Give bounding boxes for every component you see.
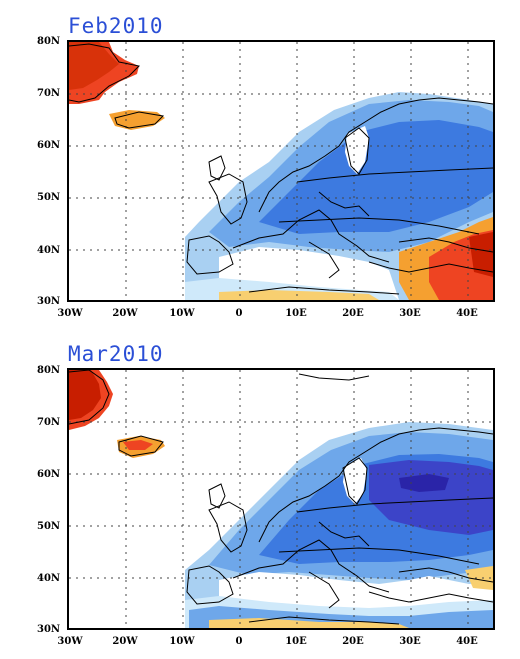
lat-label-60n: 60N — [37, 469, 61, 480]
iceland-warm-core — [123, 440, 153, 450]
scandinavia-neutral — [343, 458, 367, 504]
scandinavia-neutral — [345, 126, 369, 174]
graticule — [69, 42, 493, 300]
lon-label-20w: 20W — [112, 636, 138, 647]
russia-darkest-blue — [399, 474, 449, 492]
north-africa-warm — [219, 290, 379, 300]
lat-label-70n: 70N — [37, 88, 61, 99]
lat-label-50n: 50N — [37, 521, 61, 532]
lon-label-40e: 40E — [456, 308, 478, 319]
anomaly-map-feb — [69, 42, 493, 300]
lat-label-30n: 30N — [37, 296, 61, 307]
lon-label-20e: 20E — [342, 308, 364, 319]
lon-label-30w: 30W — [57, 636, 83, 647]
lon-label-30e: 30E — [399, 636, 421, 647]
lat-label-40n: 40N — [37, 245, 61, 256]
lon-label-10w: 10W — [169, 308, 195, 319]
map-feb2010 — [67, 40, 495, 302]
greenland-warm-core — [69, 370, 101, 420]
lat-label-80n: 80N — [37, 365, 61, 376]
lat-label-80n: 80N — [37, 36, 61, 47]
map-mar2010 — [67, 368, 495, 630]
europe-mid-blue — [259, 120, 493, 234]
middle-east-warm — [465, 566, 493, 590]
lat-label-30n: 30N — [37, 624, 61, 635]
lon-label-0: 0 — [235, 636, 243, 647]
lon-label-10w: 10W — [169, 636, 195, 647]
lat-label-40n: 40N — [37, 573, 61, 584]
coastlines — [69, 43, 493, 295]
anomaly-map-mar — [69, 370, 493, 628]
coastlines — [69, 370, 493, 625]
lon-label-10e: 10E — [285, 308, 307, 319]
lon-label-10e: 10E — [285, 636, 307, 647]
lon-label-20e: 20E — [342, 636, 364, 647]
middle-east-core — [469, 232, 493, 277]
lat-label-60n: 60N — [37, 140, 61, 151]
lon-label-0: 0 — [235, 308, 243, 319]
graticule — [69, 370, 493, 628]
greenland-warm-core — [69, 42, 119, 90]
panel-title: Mar2010 — [68, 342, 164, 366]
lat-label-50n: 50N — [37, 192, 61, 203]
lon-label-40e: 40E — [456, 636, 478, 647]
lon-label-30w: 30W — [57, 308, 83, 319]
lon-label-30e: 30E — [399, 308, 421, 319]
lon-label-20w: 20W — [112, 308, 138, 319]
lat-label-70n: 70N — [37, 417, 61, 428]
panel-title: Feb2010 — [68, 14, 164, 38]
